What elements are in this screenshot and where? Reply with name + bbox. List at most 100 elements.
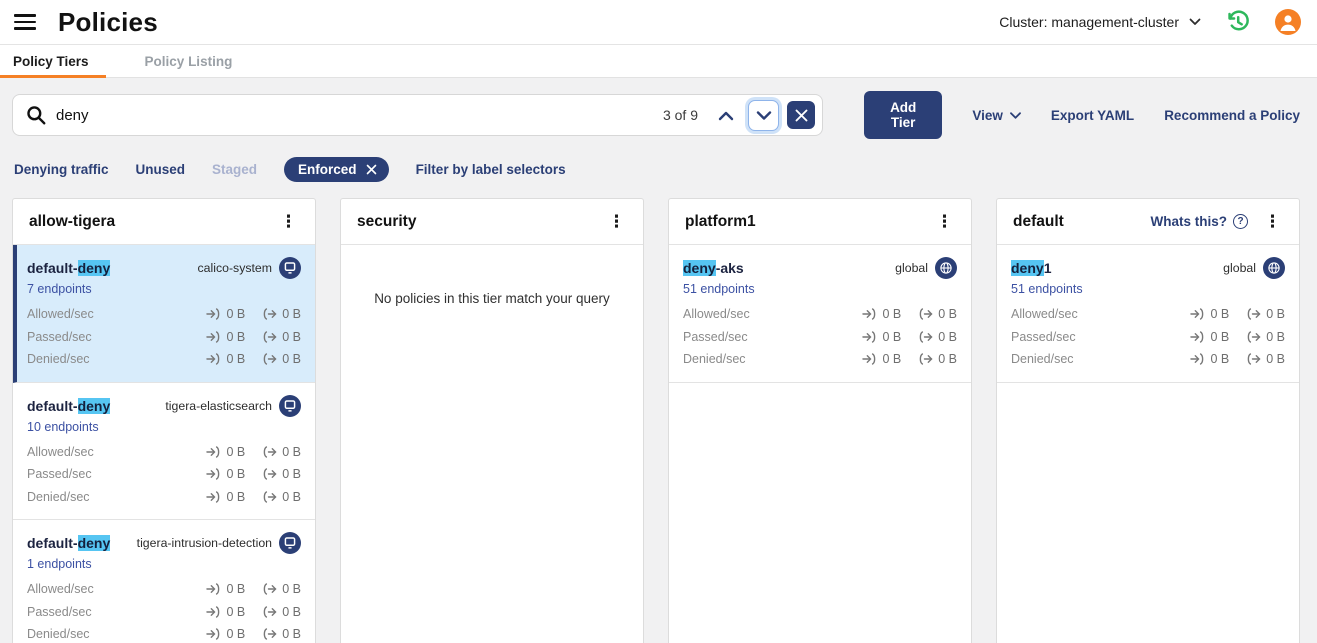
tab-policy-tiers-label: Policy Tiers <box>13 53 89 69</box>
search-input[interactable] <box>56 106 663 124</box>
egress-arrow-icon <box>263 628 277 640</box>
egress-arrow-icon <box>1247 353 1261 365</box>
policy-scope: tigera-intrusion-detection <box>137 532 301 554</box>
search-box: 3 of 9 <box>12 94 823 136</box>
header-right: Cluster: management-cluster <box>999 9 1301 35</box>
endpoints-link[interactable]: 1 endpoints <box>27 557 92 571</box>
ingress-arrow-icon <box>206 308 220 320</box>
search-clear-button[interactable] <box>787 101 815 129</box>
tier-header: security ⋮ <box>341 199 643 245</box>
policy-card[interactable]: default-deny calico-system 7 endpoints A… <box>13 245 315 383</box>
toolbar: 3 of 9 Add Tier View Export YAML Rec <box>12 91 1300 139</box>
tier-body: deny1 global 51 endpoints Allowed/sec 0 … <box>997 245 1299 383</box>
history-icon[interactable] <box>1225 9 1251 35</box>
tab-bar: Policy Tiers Policy Listing <box>0 44 1317 78</box>
stat-row: Allowed/sec 0 B 0 B <box>27 307 301 322</box>
view-dropdown[interactable]: View <box>972 108 1021 123</box>
whats-this-label: Whats this? <box>1150 214 1228 229</box>
export-yaml-button[interactable]: Export YAML <box>1050 107 1135 123</box>
filter-unused[interactable]: Unused <box>135 161 186 177</box>
policy-card[interactable]: default-deny tigera-intrusion-detection … <box>13 520 315 643</box>
stat-row: Passed/sec 0 B 0 B <box>27 329 301 344</box>
stat-row: Passed/sec 0 B 0 B <box>27 604 301 619</box>
tier-title: security <box>357 212 417 230</box>
ingress-arrow-icon <box>206 353 220 365</box>
egress-arrow-icon <box>263 491 277 503</box>
search-prev-match-button[interactable] <box>712 106 740 125</box>
endpoints-link[interactable]: 10 endpoints <box>27 419 99 434</box>
cluster-selector[interactable]: Cluster: management-cluster <box>999 14 1201 30</box>
toolbar-actions: Add Tier View Export YAML Recommend a Po… <box>864 91 1300 139</box>
policy-name: deny-aks <box>683 260 744 276</box>
stat-row: Denied/sec 0 B 0 B <box>27 627 301 642</box>
kebab-menu-icon[interactable]: ⋮ <box>1264 212 1281 231</box>
tier-empty-message: No policies in this tier match your quer… <box>374 291 610 306</box>
egress-arrow-icon <box>263 308 277 320</box>
policy-scope-label: calico-system <box>197 261 272 275</box>
egress-arrow-icon <box>263 468 277 480</box>
policy-card[interactable]: default-deny tigera-elasticsearch 10 end… <box>13 382 315 520</box>
tab-policy-listing[interactable]: Policy Listing <box>132 45 250 77</box>
endpoints-link[interactable]: 7 endpoints <box>27 282 92 296</box>
page-title: Policies <box>58 6 158 37</box>
stat-row: Passed/sec 0 B 0 B <box>1011 329 1285 344</box>
tier-body: No policies in this tier match your quer… <box>341 245 643 306</box>
search-next-match-button[interactable] <box>748 99 779 131</box>
filter-denying-traffic[interactable]: Denying traffic <box>14 161 109 177</box>
chevron-down-icon <box>756 110 771 120</box>
view-dropdown-label: View <box>972 107 1003 123</box>
egress-arrow-icon <box>919 353 933 365</box>
user-avatar-icon[interactable] <box>1275 9 1301 35</box>
kebab-menu-icon[interactable]: ⋮ <box>608 212 625 231</box>
tab-policy-tiers[interactable]: Policy Tiers <box>0 45 106 78</box>
egress-arrow-icon <box>263 606 277 618</box>
whats-this-link[interactable]: Whats this? ? <box>1150 214 1248 229</box>
ingress-arrow-icon <box>206 468 220 480</box>
search-icon <box>27 106 46 125</box>
policy-name: default-deny <box>27 535 111 551</box>
tier-title: platform1 <box>685 212 756 230</box>
endpoints-link[interactable]: 51 endpoints <box>1011 282 1083 296</box>
policy-name: default-deny <box>27 260 111 276</box>
policy-scope-label: global <box>1223 261 1256 275</box>
policy-scope: global <box>895 257 957 279</box>
policy-card[interactable]: deny-aks global 51 endpoints Allowed/sec… <box>669 245 971 383</box>
egress-arrow-icon <box>919 331 933 343</box>
tier-title: allow-tigera <box>29 212 116 230</box>
tier-body: deny-aks global 51 endpoints Allowed/sec… <box>669 245 971 383</box>
hamburger-menu-icon[interactable] <box>14 14 36 30</box>
filter-label-selectors[interactable]: Filter by label selectors <box>415 161 566 177</box>
ingress-arrow-icon <box>206 446 220 458</box>
tier-header: allow-tigera ⋮ <box>13 199 315 245</box>
filter-staged[interactable]: Staged <box>212 161 258 177</box>
stat-row: Allowed/sec 0 B 0 B <box>1011 307 1285 322</box>
kebab-menu-icon[interactable]: ⋮ <box>936 212 953 231</box>
stat-row: Allowed/sec 0 B 0 B <box>27 444 301 459</box>
ingress-arrow-icon <box>206 491 220 503</box>
ingress-arrow-icon <box>1190 308 1204 320</box>
add-tier-button[interactable]: Add Tier <box>864 91 943 139</box>
content-area: 3 of 9 Add Tier View Export YAML Rec <box>0 78 1317 643</box>
globe-icon <box>935 257 957 279</box>
search-highlight: deny <box>1011 260 1044 276</box>
kebab-menu-icon[interactable]: ⋮ <box>280 212 297 231</box>
search-highlight: deny <box>683 260 716 276</box>
tier-column-security: security ⋮ No policies in this tier matc… <box>340 198 644 643</box>
filter-enforced-label: Enforced <box>298 161 357 177</box>
policy-card[interactable]: deny1 global 51 endpoints Allowed/sec 0 … <box>997 245 1299 383</box>
question-circle-icon: ? <box>1233 214 1248 229</box>
recommend-policy-button[interactable]: Recommend a Policy <box>1164 107 1300 123</box>
cluster-selector-label: Cluster: management-cluster <box>999 14 1179 30</box>
remove-filter-icon[interactable] <box>366 164 377 175</box>
chevron-up-icon <box>718 111 734 120</box>
policy-name: default-deny <box>27 397 111 414</box>
ingress-arrow-icon <box>862 308 876 320</box>
tier-header: default Whats this? ? ⋮ <box>997 199 1299 245</box>
endpoints-link[interactable]: 51 endpoints <box>683 282 755 296</box>
policy-scope-label: tigera-elasticsearch <box>165 398 272 413</box>
ingress-arrow-icon <box>862 353 876 365</box>
tab-policy-listing-label: Policy Listing <box>144 53 233 69</box>
filter-enforced[interactable]: Enforced <box>284 156 389 182</box>
stat-row: Denied/sec 0 B 0 B <box>1011 352 1285 367</box>
